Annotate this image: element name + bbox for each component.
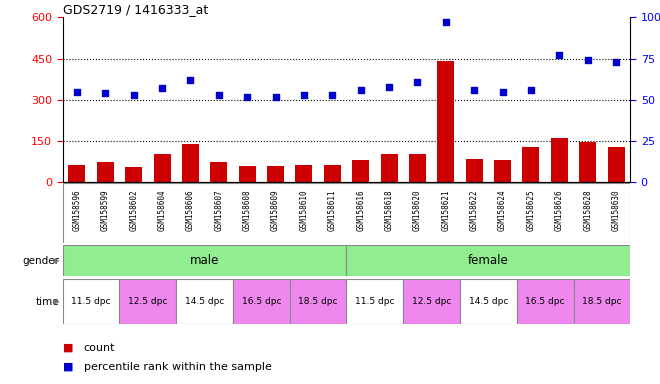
Bar: [324, 164, 341, 182]
Text: GSM158602: GSM158602: [129, 189, 138, 231]
Text: 16.5 dpc: 16.5 dpc: [525, 297, 565, 306]
FancyBboxPatch shape: [119, 279, 176, 324]
Text: 12.5 dpc: 12.5 dpc: [412, 297, 451, 306]
Text: male: male: [190, 254, 219, 267]
Point: [100, 90, 111, 96]
Text: GSM158625: GSM158625: [527, 189, 535, 231]
Point: [525, 87, 536, 93]
Text: GSM158607: GSM158607: [214, 189, 223, 231]
Point: [185, 77, 195, 83]
Text: GSM158616: GSM158616: [356, 189, 365, 231]
FancyBboxPatch shape: [233, 279, 290, 324]
Bar: [69, 164, 85, 182]
Point: [497, 88, 508, 94]
Text: 14.5 dpc: 14.5 dpc: [185, 297, 224, 306]
Point: [412, 79, 422, 85]
Text: GSM158628: GSM158628: [583, 189, 592, 231]
Text: 18.5 dpc: 18.5 dpc: [298, 297, 338, 306]
Bar: [211, 162, 227, 182]
Text: 11.5 dpc: 11.5 dpc: [71, 297, 111, 306]
Point: [128, 92, 139, 98]
Text: ■: ■: [63, 343, 73, 353]
Text: GSM158624: GSM158624: [498, 189, 507, 231]
Point: [270, 93, 280, 99]
Point: [242, 93, 252, 99]
Bar: [97, 162, 114, 182]
Text: 11.5 dpc: 11.5 dpc: [355, 297, 395, 306]
Text: count: count: [84, 343, 116, 353]
FancyBboxPatch shape: [63, 245, 346, 276]
Point: [213, 92, 224, 98]
Bar: [579, 142, 596, 182]
Point: [440, 19, 451, 25]
FancyBboxPatch shape: [63, 279, 119, 324]
Text: ■: ■: [63, 362, 73, 372]
Point: [327, 92, 337, 98]
Point: [355, 87, 366, 93]
Point: [72, 88, 82, 94]
Text: ▶: ▶: [48, 256, 59, 265]
Bar: [438, 61, 454, 182]
Text: GSM158626: GSM158626: [555, 189, 564, 231]
Bar: [267, 166, 284, 182]
Text: GSM158604: GSM158604: [158, 189, 166, 231]
FancyBboxPatch shape: [460, 279, 517, 324]
Text: 14.5 dpc: 14.5 dpc: [469, 297, 508, 306]
Text: GSM158606: GSM158606: [186, 189, 195, 231]
Text: GSM158611: GSM158611: [328, 189, 337, 231]
Point: [582, 57, 593, 63]
Text: GSM158610: GSM158610: [300, 189, 308, 231]
Text: 18.5 dpc: 18.5 dpc: [582, 297, 622, 306]
Bar: [125, 167, 142, 182]
Bar: [154, 154, 170, 182]
Text: GSM158618: GSM158618: [385, 189, 393, 231]
FancyBboxPatch shape: [176, 279, 233, 324]
Point: [469, 87, 479, 93]
Bar: [296, 164, 312, 182]
Text: GSM158609: GSM158609: [271, 189, 280, 231]
Bar: [523, 147, 539, 182]
Point: [610, 59, 621, 65]
Text: GSM158620: GSM158620: [413, 189, 422, 231]
Bar: [494, 161, 511, 182]
Text: percentile rank within the sample: percentile rank within the sample: [84, 362, 272, 372]
FancyBboxPatch shape: [346, 279, 403, 324]
Bar: [466, 159, 482, 182]
Bar: [608, 147, 624, 182]
Bar: [551, 138, 568, 182]
Text: female: female: [468, 254, 509, 267]
FancyBboxPatch shape: [403, 279, 460, 324]
Text: GSM158630: GSM158630: [612, 189, 620, 231]
FancyBboxPatch shape: [346, 245, 630, 276]
Text: GDS2719 / 1416333_at: GDS2719 / 1416333_at: [63, 3, 208, 16]
Point: [383, 84, 394, 90]
FancyBboxPatch shape: [517, 279, 574, 324]
Text: GSM158596: GSM158596: [73, 189, 81, 231]
Bar: [239, 166, 255, 182]
Text: GSM158622: GSM158622: [470, 189, 478, 231]
Text: 12.5 dpc: 12.5 dpc: [128, 297, 168, 306]
FancyBboxPatch shape: [574, 279, 630, 324]
Bar: [381, 154, 397, 182]
Bar: [352, 161, 369, 182]
FancyBboxPatch shape: [290, 279, 346, 324]
Point: [298, 92, 309, 98]
Text: gender: gender: [22, 256, 59, 266]
Text: GSM158621: GSM158621: [442, 189, 450, 231]
Bar: [409, 154, 426, 182]
Text: GSM158608: GSM158608: [243, 189, 251, 231]
Point: [156, 85, 167, 91]
Point: [554, 52, 564, 58]
Text: ▶: ▶: [48, 297, 59, 306]
Text: 16.5 dpc: 16.5 dpc: [242, 297, 281, 306]
Text: time: time: [36, 297, 59, 307]
Bar: [182, 144, 199, 182]
Text: GSM158599: GSM158599: [101, 189, 110, 231]
